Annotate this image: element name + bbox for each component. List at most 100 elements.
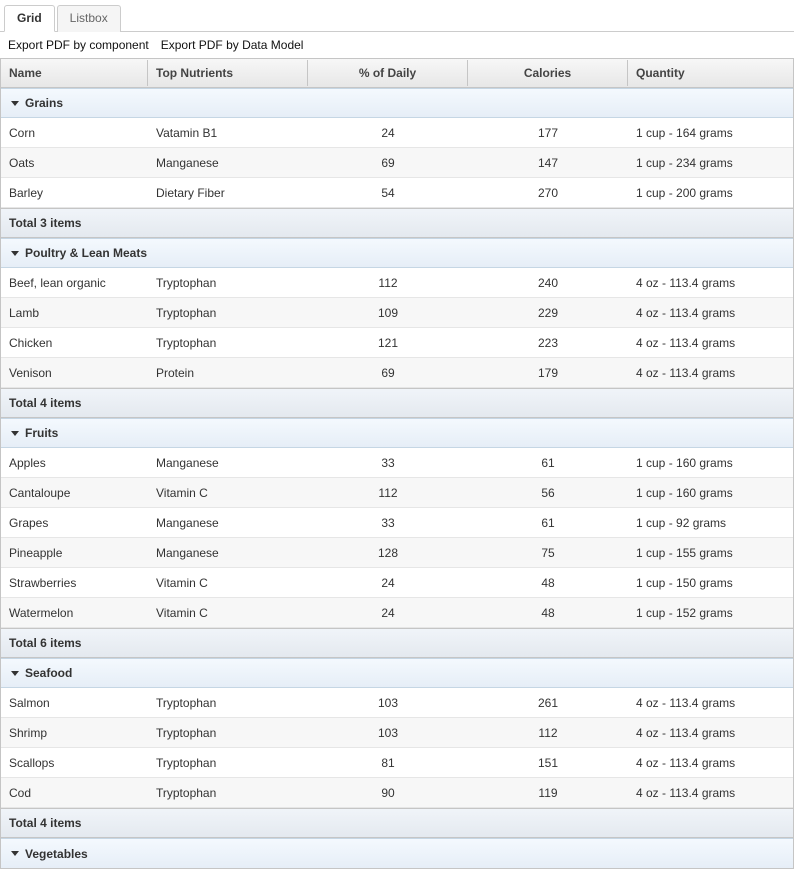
cell-daily: 128 — [308, 540, 468, 566]
cell-nutrients: Protein — [148, 360, 308, 386]
group-label: Grains — [25, 96, 63, 110]
cell-daily: 112 — [308, 270, 468, 296]
cell-quantity: 1 cup - 160 grams — [628, 480, 793, 506]
cell-calories: 270 — [468, 180, 628, 206]
cell-name: Cod — [1, 780, 148, 806]
cell-daily: 24 — [308, 120, 468, 146]
cell-quantity: 1 cup - 155 grams — [628, 540, 793, 566]
cell-quantity: 4 oz - 113.4 grams — [628, 360, 793, 386]
group-footer: Total 6 items — [1, 628, 793, 658]
table-row[interactable]: WatermelonVitamin C24481 cup - 152 grams — [1, 598, 793, 628]
cell-calories: 75 — [468, 540, 628, 566]
cell-nutrients: Dietary Fiber — [148, 180, 308, 206]
toolbar: Export PDF by component Export PDF by Da… — [0, 32, 794, 58]
cell-calories: 56 — [468, 480, 628, 506]
tab-grid[interactable]: Grid — [4, 5, 55, 32]
cell-daily: 69 — [308, 360, 468, 386]
table-row[interactable]: ApplesManganese33611 cup - 160 grams — [1, 448, 793, 478]
tab-listbox[interactable]: Listbox — [57, 5, 121, 32]
group-label: Fruits — [25, 426, 58, 440]
table-row[interactable]: SalmonTryptophan1032614 oz - 113.4 grams — [1, 688, 793, 718]
cell-name: Grapes — [1, 510, 148, 536]
table-row[interactable]: GrapesManganese33611 cup - 92 grams — [1, 508, 793, 538]
table-row[interactable]: CodTryptophan901194 oz - 113.4 grams — [1, 778, 793, 808]
group-header[interactable]: Grains — [1, 88, 793, 118]
cell-nutrients: Vitamin C — [148, 570, 308, 596]
cell-name: Watermelon — [1, 600, 148, 626]
cell-calories: 119 — [468, 780, 628, 806]
cell-nutrients: Tryptophan — [148, 750, 308, 776]
cell-daily: 33 — [308, 510, 468, 536]
cell-quantity: 4 oz - 113.4 grams — [628, 750, 793, 776]
data-grid: Name Top Nutrients % of Daily Calories Q… — [0, 58, 794, 869]
group-footer: Total 4 items — [1, 808, 793, 838]
table-row[interactable]: VenisonProtein691794 oz - 113.4 grams — [1, 358, 793, 388]
col-header-nutrients[interactable]: Top Nutrients — [148, 60, 308, 86]
cell-daily: 24 — [308, 600, 468, 626]
table-row[interactable]: ScallopsTryptophan811514 oz - 113.4 gram… — [1, 748, 793, 778]
cell-nutrients: Tryptophan — [148, 300, 308, 326]
table-row[interactable]: StrawberriesVitamin C24481 cup - 150 gra… — [1, 568, 793, 598]
export-model-link[interactable]: Export PDF by Data Model — [161, 38, 304, 52]
col-header-quantity[interactable]: Quantity — [628, 60, 793, 86]
cell-nutrients: Tryptophan — [148, 330, 308, 356]
cell-quantity: 4 oz - 113.4 grams — [628, 720, 793, 746]
chevron-down-icon — [11, 431, 19, 436]
table-row[interactable]: Beef, lean organicTryptophan1122404 oz -… — [1, 268, 793, 298]
cell-daily: 81 — [308, 750, 468, 776]
cell-quantity: 1 cup - 200 grams — [628, 180, 793, 206]
table-row[interactable]: CornVatamin B1241771 cup - 164 grams — [1, 118, 793, 148]
cell-calories: 61 — [468, 450, 628, 476]
cell-daily: 103 — [308, 690, 468, 716]
cell-daily: 69 — [308, 150, 468, 176]
group-label: Poultry & Lean Meats — [25, 246, 147, 260]
group-header[interactable]: Vegetables — [1, 838, 793, 868]
cell-daily: 90 — [308, 780, 468, 806]
cell-quantity: 1 cup - 152 grams — [628, 600, 793, 626]
group-label: Vegetables — [25, 847, 88, 861]
cell-name: Apples — [1, 450, 148, 476]
group-header[interactable]: Fruits — [1, 418, 793, 448]
cell-nutrients: Vitamin C — [148, 480, 308, 506]
cell-calories: 177 — [468, 120, 628, 146]
cell-nutrients: Vatamin B1 — [148, 120, 308, 146]
export-component-link[interactable]: Export PDF by component — [8, 38, 149, 52]
cell-calories: 240 — [468, 270, 628, 296]
cell-nutrients: Tryptophan — [148, 720, 308, 746]
column-header-row: Name Top Nutrients % of Daily Calories Q… — [1, 58, 793, 88]
cell-name: Venison — [1, 360, 148, 386]
table-row[interactable]: ShrimpTryptophan1031124 oz - 113.4 grams — [1, 718, 793, 748]
col-header-daily[interactable]: % of Daily — [308, 60, 468, 86]
table-row[interactable]: CantaloupeVitamin C112561 cup - 160 gram… — [1, 478, 793, 508]
group-header[interactable]: Seafood — [1, 658, 793, 688]
cell-daily: 109 — [308, 300, 468, 326]
cell-name: Chicken — [1, 330, 148, 356]
cell-nutrients: Manganese — [148, 540, 308, 566]
cell-quantity: 4 oz - 113.4 grams — [628, 690, 793, 716]
cell-daily: 121 — [308, 330, 468, 356]
cell-quantity: 4 oz - 113.4 grams — [628, 300, 793, 326]
cell-quantity: 1 cup - 164 grams — [628, 120, 793, 146]
cell-name: Corn — [1, 120, 148, 146]
cell-name: Scallops — [1, 750, 148, 776]
table-row[interactable]: LambTryptophan1092294 oz - 113.4 grams — [1, 298, 793, 328]
cell-name: Shrimp — [1, 720, 148, 746]
table-row[interactable]: BarleyDietary Fiber542701 cup - 200 gram… — [1, 178, 793, 208]
group-footer-label: Total 4 items — [1, 391, 793, 415]
cell-daily: 103 — [308, 720, 468, 746]
group-footer-label: Total 3 items — [1, 211, 793, 235]
table-row[interactable]: OatsManganese691471 cup - 234 grams — [1, 148, 793, 178]
table-row[interactable]: ChickenTryptophan1212234 oz - 113.4 gram… — [1, 328, 793, 358]
group-header[interactable]: Poultry & Lean Meats — [1, 238, 793, 268]
group-footer-label: Total 4 items — [1, 811, 793, 835]
table-row[interactable]: PineappleManganese128751 cup - 155 grams — [1, 538, 793, 568]
cell-calories: 229 — [468, 300, 628, 326]
cell-name: Cantaloupe — [1, 480, 148, 506]
col-header-calories[interactable]: Calories — [468, 60, 628, 86]
cell-calories: 48 — [468, 570, 628, 596]
col-header-name[interactable]: Name — [1, 60, 148, 86]
cell-nutrients: Tryptophan — [148, 690, 308, 716]
cell-calories: 112 — [468, 720, 628, 746]
cell-daily: 33 — [308, 450, 468, 476]
cell-quantity: 1 cup - 150 grams — [628, 570, 793, 596]
